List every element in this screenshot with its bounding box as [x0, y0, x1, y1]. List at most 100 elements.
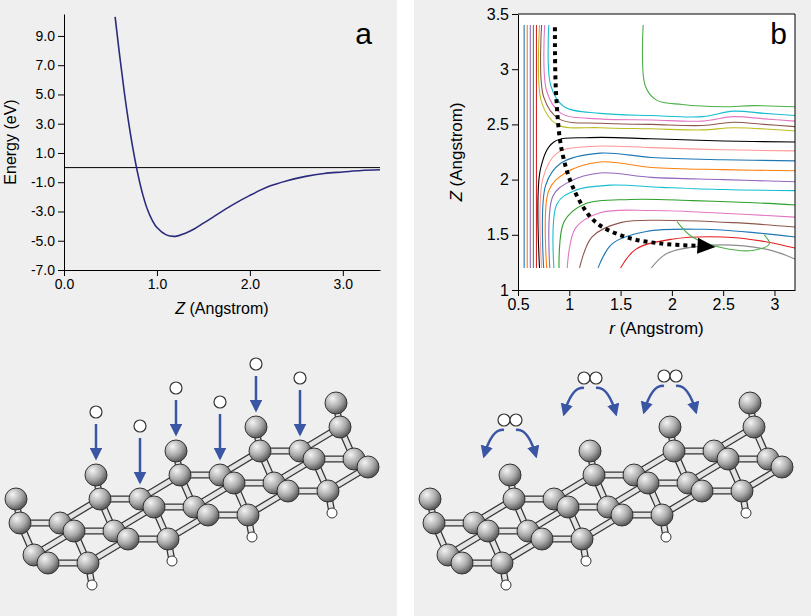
tick-mark — [58, 270, 64, 271]
contour-line — [567, 210, 795, 268]
approach-arrow — [219, 414, 222, 458]
carbon-atom — [157, 528, 179, 550]
x-axis: 0.0 1.0 2.0 3.0 — [55, 270, 381, 292]
dissociation-arrow — [484, 430, 504, 456]
approach-arrow — [95, 424, 98, 458]
contour-line — [549, 173, 795, 268]
contour-line — [542, 153, 795, 268]
panel-background — [0, 0, 397, 616]
tick-label: 1 — [500, 282, 509, 299]
tick-mark — [518, 290, 519, 296]
panel-label: b — [770, 17, 787, 50]
panel-background — [414, 0, 811, 616]
tick-mark — [58, 241, 64, 242]
carbon-atom — [583, 464, 605, 486]
lattice — [419, 392, 793, 590]
tick-mark — [58, 94, 64, 95]
approach-arrow — [299, 390, 302, 434]
contour-line — [524, 25, 525, 268]
contour-line — [598, 229, 795, 268]
carbon-atom — [237, 504, 259, 526]
tick: 1.0 — [36, 145, 64, 161]
tick: -1.0 — [31, 174, 64, 190]
tick: 3.5 — [487, 6, 518, 23]
contour-line — [533, 25, 534, 268]
tick-mark — [512, 124, 518, 125]
carbon-atom — [691, 480, 713, 502]
tick: 5.0 — [36, 86, 64, 102]
hydrogen-atom — [327, 508, 337, 518]
tick: 2 — [668, 290, 677, 313]
carbon-atom — [165, 440, 187, 462]
tick-label: -7.0 — [31, 262, 55, 278]
panel-label: a — [355, 17, 372, 50]
tick: 0.0 — [55, 270, 75, 292]
tick: 3.0 — [334, 270, 354, 292]
axis-title: r (Angstrom) — [609, 319, 703, 338]
hydrogen-atom — [167, 556, 177, 566]
dissociation-arrow — [564, 388, 584, 414]
carbon-atom — [169, 464, 191, 486]
tick-mark — [58, 153, 64, 154]
carbon-atom — [5, 488, 27, 510]
carbon-atom — [531, 528, 553, 550]
carbon-atom — [731, 480, 753, 502]
contour-line — [559, 199, 795, 268]
carbon-atom — [503, 488, 525, 510]
tick-mark — [58, 182, 64, 183]
contour-line — [541, 25, 795, 127]
oxygen-molecules — [484, 370, 696, 456]
tick-label: 1.0 — [36, 145, 56, 161]
carbon-atom — [277, 480, 299, 502]
tick-mark — [774, 290, 775, 296]
tick: 2.5 — [713, 290, 735, 313]
y-axis: 9.07.05.03.01.0-1.0-3.0-5.0-7.0 — [31, 15, 65, 278]
carbon-atom — [499, 464, 521, 486]
tick-label: 3 — [500, 61, 509, 78]
axis-title: Z (Angstrom) — [447, 102, 466, 202]
tick-mark — [512, 14, 518, 15]
carbon-atom — [77, 552, 99, 574]
tick-mark — [512, 69, 518, 70]
oxygen-atom — [510, 414, 522, 426]
x-axis: 0.511.522.53 — [507, 290, 795, 313]
carbon-atom — [637, 472, 659, 494]
tick-label: 2.5 — [487, 116, 509, 133]
baseline — [64, 167, 380, 168]
carbon-atom — [557, 496, 579, 518]
carbon-atom — [9, 512, 31, 534]
approach-arrow — [139, 438, 142, 482]
tick: -5.0 — [31, 233, 64, 249]
axis-title: Z (Angstrom) — [174, 300, 268, 317]
carbon-atom — [325, 392, 347, 414]
carbon-atom — [477, 520, 499, 542]
path-arrow — [555, 27, 698, 246]
hydrogen-atom — [661, 532, 671, 542]
dissociation-arrow — [596, 388, 616, 414]
tick-label: 1.5 — [487, 226, 509, 243]
oxygen-atom — [590, 372, 602, 384]
dissociation-arrow — [644, 386, 664, 412]
hydrogen-atom — [247, 532, 257, 542]
carbon-atom — [143, 496, 165, 518]
contour-line — [544, 25, 795, 121]
carbon-atom — [717, 448, 739, 470]
tick: -7.0 — [31, 262, 64, 278]
tick-label: 2.5 — [713, 296, 735, 313]
oxygen-atom — [134, 420, 146, 432]
contour-line — [553, 185, 795, 268]
tick: 1.0 — [148, 270, 168, 292]
carbon-atom — [659, 416, 681, 438]
hydrogen-atom — [87, 580, 97, 590]
plot-background — [518, 14, 795, 290]
carbon-atom — [743, 416, 765, 438]
tick-mark — [723, 290, 724, 296]
tick-label: 0.0 — [55, 276, 75, 292]
carbon-atom — [419, 488, 441, 510]
tick-label: 2.0 — [241, 276, 261, 292]
contour-line — [538, 25, 795, 131]
carbon-atom — [89, 488, 111, 510]
tick-label: 3.5 — [487, 6, 509, 23]
carbon-atom — [223, 472, 245, 494]
tick-label: 3.0 — [36, 116, 56, 132]
